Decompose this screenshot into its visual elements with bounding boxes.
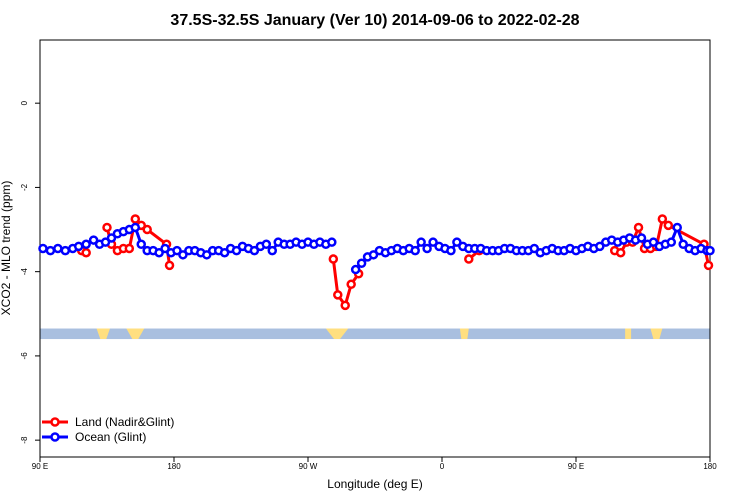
x-tick-label: 90 W — [299, 462, 318, 471]
y-tick-label: -6 — [20, 352, 29, 360]
data-point-land — [130, 214, 141, 224]
map-land-shape — [625, 328, 632, 340]
x-tick-label: 90 E — [568, 462, 584, 471]
legend: Land (Nadir&Glint) Ocean (Glint) — [42, 415, 174, 444]
data-point-ocean — [410, 245, 420, 256]
y-axis: 0 -2 -4 -6 -8 — [20, 100, 40, 444]
data-point-ocean — [672, 222, 682, 233]
series-ocean — [38, 222, 715, 275]
data-point-land — [124, 243, 135, 254]
data-point-land — [142, 224, 152, 235]
data-point-ocean — [130, 222, 141, 233]
x-axis: 90 E 180 90 W 0 90 E 180 — [32, 457, 717, 471]
data-point-ocean — [350, 264, 361, 275]
data-point-ocean — [172, 245, 182, 256]
map-ocean-band — [40, 328, 710, 340]
data-point-ocean — [81, 239, 91, 250]
data-point-land — [328, 254, 339, 264]
map-land-shape — [126, 328, 145, 340]
data-point-ocean — [452, 237, 462, 247]
x-tick-label: 180 — [703, 462, 717, 471]
data-point-ocean — [202, 250, 212, 260]
data-point-ocean — [53, 243, 63, 254]
x-tick-label: 180 — [167, 462, 181, 471]
data-point-land — [657, 214, 668, 224]
data-point-ocean — [705, 245, 715, 256]
x-axis-title: Longitude (deg E) — [327, 477, 422, 491]
world-map-strip — [40, 328, 710, 340]
series-land — [76, 214, 714, 311]
data-point-land — [464, 254, 474, 264]
data-point-land — [615, 247, 626, 258]
y-tick-label: -4 — [20, 268, 29, 276]
legend-land-label: Land (Nadir&Glint) — [75, 415, 174, 429]
data-point-ocean — [60, 245, 71, 256]
data-point-ocean — [666, 237, 677, 247]
data-point-ocean — [368, 250, 379, 260]
y-axis-title: XCO2 - MLO trend (ppm) — [0, 181, 13, 316]
data-point-land — [340, 300, 350, 311]
data-point-ocean — [529, 243, 540, 254]
data-point-ocean — [446, 245, 456, 256]
data-point-ocean — [249, 245, 260, 256]
data-point-ocean — [267, 245, 278, 256]
data-point-ocean — [422, 243, 432, 254]
data-point-land — [703, 260, 714, 271]
legend-ocean-marker — [50, 432, 60, 442]
legend-item-land: Land (Nadir&Glint) — [42, 415, 174, 429]
data-point-ocean — [595, 241, 605, 252]
data-point-ocean — [636, 233, 647, 243]
data-point-ocean — [327, 237, 337, 247]
data-point-ocean — [428, 237, 438, 247]
data-point-land — [102, 222, 112, 233]
legend-land-marker — [50, 417, 60, 427]
map-land-shape — [325, 328, 349, 340]
data-point-ocean — [231, 245, 242, 256]
map-land-shape — [650, 328, 663, 340]
legend-ocean-label: Ocean (Glint) — [75, 430, 146, 444]
x-tick-label: 90 E — [32, 462, 48, 471]
data-point-ocean — [106, 233, 117, 243]
data-point-ocean — [678, 239, 688, 250]
data-point-ocean — [648, 237, 659, 247]
data-point-ocean — [160, 243, 170, 254]
series-layer — [38, 214, 715, 311]
chart-title: 37.5S-32.5S January (Ver 10) 2014-09-06 … — [170, 12, 579, 29]
y-tick-label: 0 — [20, 100, 29, 105]
data-point-land — [663, 220, 674, 231]
data-point-ocean — [356, 258, 367, 268]
data-point-ocean — [88, 235, 99, 245]
data-point-ocean — [136, 239, 146, 250]
data-point-ocean — [73, 241, 84, 252]
map-land-shape — [459, 328, 469, 340]
map-land-shape — [96, 328, 110, 340]
data-point-ocean — [38, 243, 48, 254]
data-point-ocean — [45, 245, 56, 256]
data-point-land — [333, 290, 343, 300]
data-point-ocean — [154, 247, 164, 258]
x-tick-label: 0 — [440, 462, 445, 471]
data-point-land — [164, 260, 175, 271]
data-point-ocean — [219, 247, 230, 258]
data-point-land — [346, 279, 356, 290]
data-point-ocean — [100, 237, 111, 247]
y-tick-label: -2 — [20, 183, 29, 191]
y-tick-label: -8 — [20, 436, 29, 444]
data-point-ocean — [416, 237, 426, 247]
legend-item-ocean: Ocean (Glint) — [42, 430, 146, 444]
data-point-land — [81, 247, 91, 258]
data-point-ocean — [261, 239, 272, 250]
data-point-ocean — [178, 250, 188, 260]
data-point-land — [633, 222, 644, 233]
